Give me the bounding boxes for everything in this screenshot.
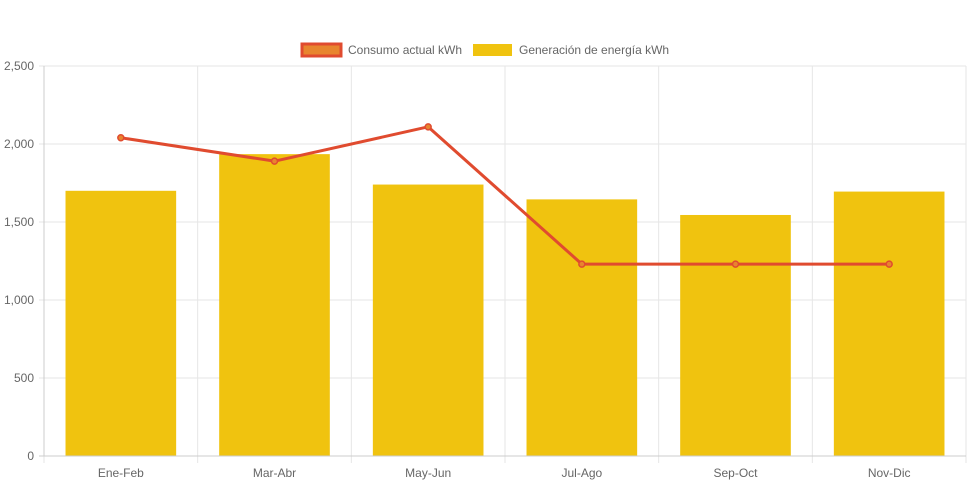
y-tick-label: 1,000 bbox=[4, 293, 34, 307]
legend-item-consumo[interactable]: Consumo actual kWh bbox=[300, 42, 462, 58]
y-tick-label: 1,500 bbox=[4, 215, 34, 229]
x-tick-label: Nov-Dic bbox=[868, 466, 911, 480]
x-tick-label: Ene-Feb bbox=[98, 466, 144, 480]
x-tick-label: Jul-Ago bbox=[561, 466, 602, 480]
legend-label-consumo: Consumo actual kWh bbox=[348, 43, 462, 57]
bar[interactable] bbox=[219, 154, 330, 456]
x-tick-label: May-Jun bbox=[405, 466, 451, 480]
y-tick-label: 0 bbox=[27, 449, 34, 463]
legend-swatch-consumo bbox=[300, 42, 343, 58]
y-tick-label: 500 bbox=[14, 371, 34, 385]
y-tick-label: 2,500 bbox=[4, 59, 34, 73]
bar[interactable] bbox=[833, 191, 945, 456]
grid bbox=[39, 65, 967, 463]
line-point[interactable] bbox=[424, 123, 432, 131]
line-point[interactable] bbox=[731, 260, 740, 268]
bar[interactable] bbox=[372, 184, 484, 456]
legend-item-generacion[interactable]: Generación de energía kWh bbox=[473, 43, 669, 57]
line-point[interactable] bbox=[270, 157, 279, 165]
legend-label-generacion: Generación de energía kWh bbox=[519, 43, 669, 57]
line-series bbox=[117, 123, 893, 268]
line-point[interactable] bbox=[578, 260, 586, 268]
y-tick-label: 2,000 bbox=[4, 137, 34, 151]
x-tick-label: Sep-Oct bbox=[713, 466, 758, 480]
legend[interactable]: Consumo actual kWh Generación de energía… bbox=[300, 42, 669, 58]
bar[interactable] bbox=[680, 214, 791, 456]
bar[interactable] bbox=[65, 190, 177, 457]
line-point[interactable] bbox=[117, 134, 125, 142]
bar[interactable] bbox=[526, 199, 638, 456]
axes: 0 500 1,000 1,500 2,000 2,500 Ene-Feb Mar-Abr Ma… bbox=[4, 59, 966, 480]
series-line bbox=[120, 125, 890, 266]
bar-series bbox=[65, 154, 945, 457]
line-point[interactable] bbox=[885, 260, 893, 268]
x-tick-label: Mar-Abr bbox=[253, 466, 296, 480]
legend-swatch-generacion bbox=[473, 44, 512, 56]
